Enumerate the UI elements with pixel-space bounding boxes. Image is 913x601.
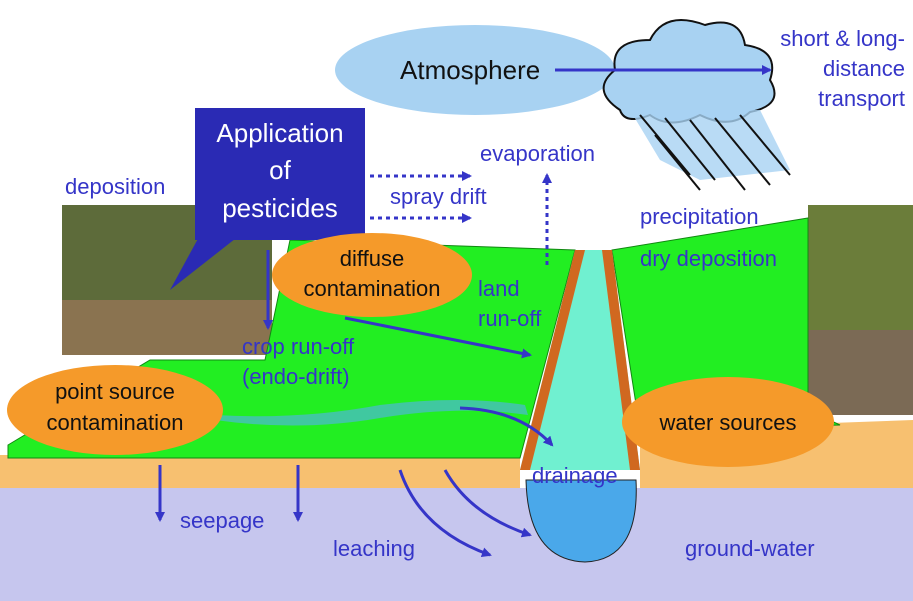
land-runoff-label: run-off [478,306,542,331]
atmosphere-label: Atmosphere [400,55,540,85]
transport-label: distance [823,56,905,81]
application-label: pesticides [222,193,338,223]
photo-crop-soil [62,300,272,355]
point-source-label: contamination [47,410,184,435]
dry-deposition-label: dry deposition [640,246,777,271]
land-runoff-label: land [478,276,520,301]
transport-label: short & long- [780,26,905,51]
seepage-label: seepage [180,508,264,533]
point-source-label: point source [55,379,175,404]
spray-drift-label: spray drift [390,184,487,209]
ground-water-label: ground-water [685,536,815,561]
application-label: of [269,155,291,185]
evaporation-label: evaporation [480,141,595,166]
crop-runoff-label: crop run-off [242,334,355,359]
precipitation-label: precipitation [640,204,759,229]
soil-layer [0,455,520,488]
crop-runoff-label: (endo-drift) [242,364,350,389]
drainage-label: drainage [532,463,618,488]
leaching-label: leaching [333,536,415,561]
deposition-label: deposition [65,174,165,199]
diffuse-label: diffuse [340,246,404,271]
diffuse-label: contamination [304,276,441,301]
application-label: Application [216,118,343,148]
transport-label: transport [818,86,905,111]
photo-water-source-ground [808,330,913,415]
diagram: Atmosphere short & long- distance transp… [0,0,913,601]
water-sources-label: water sources [659,410,797,435]
